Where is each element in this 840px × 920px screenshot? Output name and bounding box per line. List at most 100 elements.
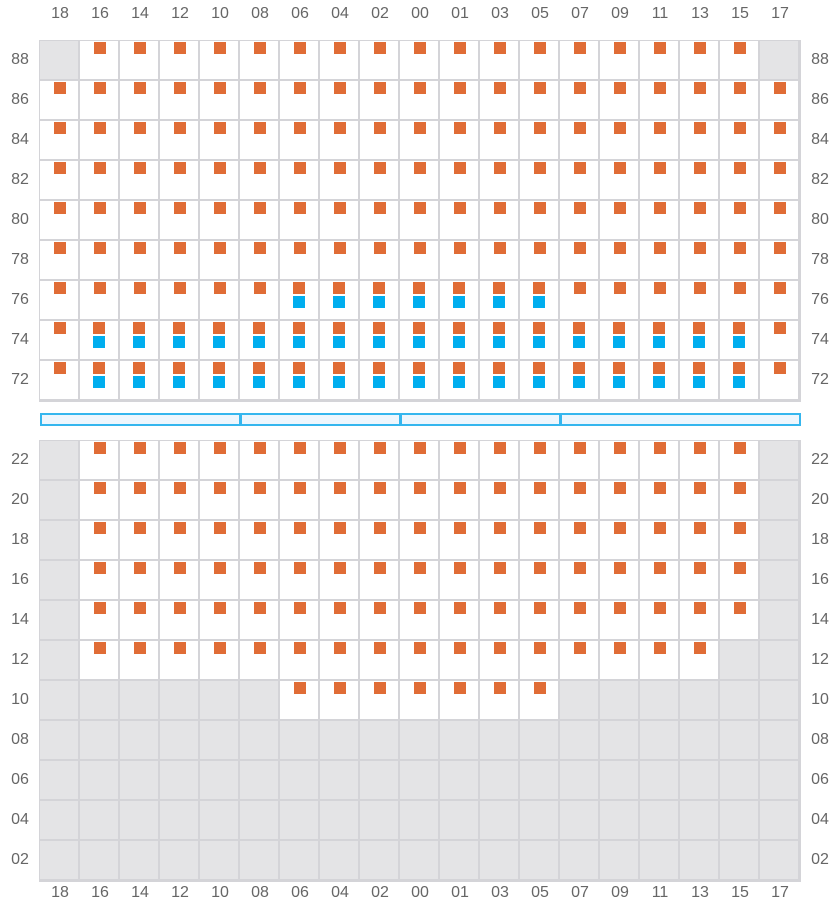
orange-marker[interactable] <box>534 122 546 134</box>
orange-marker[interactable] <box>534 82 546 94</box>
seat-cell[interactable] <box>680 81 718 119</box>
orange-marker[interactable] <box>294 242 306 254</box>
orange-marker[interactable] <box>574 602 586 614</box>
blue-marker[interactable] <box>453 376 465 388</box>
seat-cell[interactable] <box>160 321 198 359</box>
orange-marker[interactable] <box>694 162 706 174</box>
seat-cell[interactable] <box>280 361 318 399</box>
orange-marker[interactable] <box>174 242 186 254</box>
seat-cell[interactable] <box>240 161 278 199</box>
orange-marker[interactable] <box>533 362 545 374</box>
seat-cell[interactable] <box>80 81 118 119</box>
blue-marker[interactable] <box>453 336 465 348</box>
seat-cell[interactable] <box>360 161 398 199</box>
orange-marker[interactable] <box>174 522 186 534</box>
orange-marker[interactable] <box>734 282 746 294</box>
seat-cell[interactable] <box>40 241 78 279</box>
orange-marker[interactable] <box>174 122 186 134</box>
orange-marker[interactable] <box>334 442 346 454</box>
orange-marker[interactable] <box>254 82 266 94</box>
orange-marker[interactable] <box>54 322 66 334</box>
seat-cell[interactable] <box>280 281 318 319</box>
seat-cell[interactable] <box>40 361 78 399</box>
seat-cell[interactable] <box>200 561 238 599</box>
seat-cell[interactable] <box>720 201 758 239</box>
seat-cell[interactable] <box>360 521 398 559</box>
seat-cell[interactable] <box>320 601 358 639</box>
seat-cell[interactable] <box>120 521 158 559</box>
orange-marker[interactable] <box>333 322 345 334</box>
seat-cell[interactable] <box>600 561 638 599</box>
orange-marker[interactable] <box>774 362 786 374</box>
orange-marker[interactable] <box>534 642 546 654</box>
orange-marker[interactable] <box>374 522 386 534</box>
orange-marker[interactable] <box>54 282 66 294</box>
seat-cell[interactable] <box>120 441 158 479</box>
seat-cell[interactable] <box>600 601 638 639</box>
seat-cell[interactable] <box>160 281 198 319</box>
orange-marker[interactable] <box>94 202 106 214</box>
blue-marker[interactable] <box>733 376 745 388</box>
orange-marker[interactable] <box>574 242 586 254</box>
seat-cell[interactable] <box>400 81 438 119</box>
seat-cell[interactable] <box>400 41 438 79</box>
orange-marker[interactable] <box>54 162 66 174</box>
seat-cell[interactable] <box>440 601 478 639</box>
seat-cell[interactable] <box>640 481 678 519</box>
orange-marker[interactable] <box>654 562 666 574</box>
seat-cell[interactable] <box>520 121 558 159</box>
blue-marker[interactable] <box>613 376 625 388</box>
orange-marker[interactable] <box>374 82 386 94</box>
orange-marker[interactable] <box>214 162 226 174</box>
orange-marker[interactable] <box>334 522 346 534</box>
seat-cell[interactable] <box>600 81 638 119</box>
seat-cell[interactable] <box>640 601 678 639</box>
orange-marker[interactable] <box>94 242 106 254</box>
seat-cell[interactable] <box>720 561 758 599</box>
seat-cell[interactable] <box>400 601 438 639</box>
seat-cell[interactable] <box>80 561 118 599</box>
orange-marker[interactable] <box>534 42 546 54</box>
seat-cell[interactable] <box>440 681 478 719</box>
orange-marker[interactable] <box>174 442 186 454</box>
seat-cell[interactable] <box>520 201 558 239</box>
seat-cell[interactable] <box>760 201 798 239</box>
seat-cell[interactable] <box>400 681 438 719</box>
blue-marker[interactable] <box>733 336 745 348</box>
seat-cell[interactable] <box>680 121 718 159</box>
orange-marker[interactable] <box>134 122 146 134</box>
blue-marker[interactable] <box>333 296 345 308</box>
seat-cell[interactable] <box>360 201 398 239</box>
blue-marker[interactable] <box>413 296 425 308</box>
orange-marker[interactable] <box>574 42 586 54</box>
seat-cell[interactable] <box>520 281 558 319</box>
seat-cell[interactable] <box>280 41 318 79</box>
seat-cell[interactable] <box>680 481 718 519</box>
seat-cell[interactable] <box>440 121 478 159</box>
orange-marker[interactable] <box>254 522 266 534</box>
seat-cell[interactable] <box>720 161 758 199</box>
seat-cell[interactable] <box>680 41 718 79</box>
seat-cell[interactable] <box>80 201 118 239</box>
seat-cell[interactable] <box>560 441 598 479</box>
orange-marker[interactable] <box>334 482 346 494</box>
orange-marker[interactable] <box>453 322 465 334</box>
seat-cell[interactable] <box>360 641 398 679</box>
orange-marker[interactable] <box>654 642 666 654</box>
seat-cell[interactable] <box>40 201 78 239</box>
orange-marker[interactable] <box>734 82 746 94</box>
seat-cell[interactable] <box>320 321 358 359</box>
orange-marker[interactable] <box>534 562 546 574</box>
seat-cell[interactable] <box>440 521 478 559</box>
orange-marker[interactable] <box>654 82 666 94</box>
orange-marker[interactable] <box>254 562 266 574</box>
orange-marker[interactable] <box>94 162 106 174</box>
seat-cell[interactable] <box>120 361 158 399</box>
orange-marker[interactable] <box>134 602 146 614</box>
orange-marker[interactable] <box>694 122 706 134</box>
seat-cell[interactable] <box>120 281 158 319</box>
orange-marker[interactable] <box>454 482 466 494</box>
seat-cell[interactable] <box>400 241 438 279</box>
orange-marker[interactable] <box>254 282 266 294</box>
seat-cell[interactable] <box>120 81 158 119</box>
